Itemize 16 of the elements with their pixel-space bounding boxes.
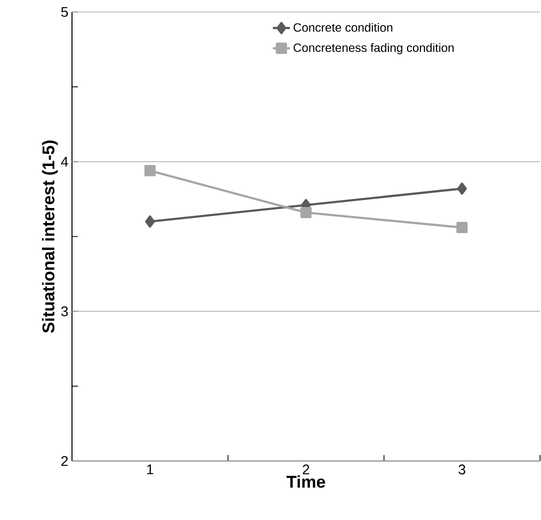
y-axis-title: Situational interest (1-5) xyxy=(42,140,58,333)
x-tick-label: 2 xyxy=(302,464,310,474)
x-tick-label: 3 xyxy=(458,464,466,474)
y-tick-label: 4 xyxy=(60,156,68,166)
point xyxy=(144,165,156,176)
y-tick-label: 2 xyxy=(61,456,68,466)
point xyxy=(457,182,467,195)
y-tick-label: 5 xyxy=(61,7,68,17)
point xyxy=(300,206,312,218)
x-axis-title: Time xyxy=(286,475,326,488)
point xyxy=(145,215,155,228)
point xyxy=(456,222,468,234)
legend-label: Concrete condition xyxy=(294,22,392,32)
x-tick-label: 1 xyxy=(147,464,154,474)
legend-label: Concreteness fading condition xyxy=(294,43,454,54)
y-tick-label: 3 xyxy=(61,306,68,316)
